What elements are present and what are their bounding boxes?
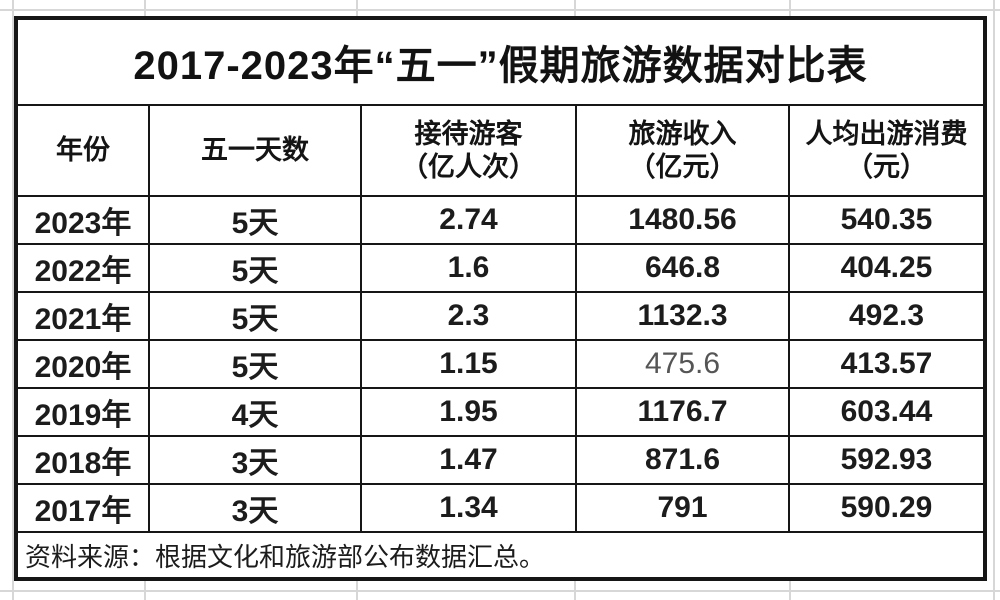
cell-visitors: 1.34 (362, 485, 577, 531)
table-row-2021: 2021年 5天 2.3 1132.3 492.3 (18, 293, 983, 341)
cell-revenue: 871.6 (577, 437, 790, 483)
cell-year: 2018年 (18, 437, 150, 483)
cell-per-capita: 404.25 (840, 251, 933, 284)
sheet-gridline (0, 590, 1000, 592)
table-title-row: 2017-2023年“五一”假期旅游数据对比表 (18, 20, 983, 106)
cell-revenue: 791 (577, 485, 790, 531)
column-header-visitors: 接待游客 （亿人次） (362, 106, 577, 195)
cell-days: 3天 (150, 437, 362, 483)
cell-year: 2021年 (18, 293, 150, 339)
cell-visitors: 1.47 (362, 437, 577, 483)
tourism-data-table: 2017-2023年“五一”假期旅游数据对比表 年份 五一天数 接待游客 （亿人… (14, 16, 987, 581)
column-header-per-capita: 人均出游消费 （元） (790, 106, 983, 195)
cell-per-capita: 413.57 (840, 347, 933, 380)
table-title: 2017-2023年“五一”假期旅游数据对比表 (133, 44, 868, 88)
cell-year: 2022年 (18, 245, 150, 291)
sheet-gridline (993, 0, 995, 600)
cell-revenue: 475.6 (577, 341, 790, 387)
cell-revenue: 646.8 (577, 245, 790, 291)
cell-per-capita: 540.35 (840, 203, 933, 236)
column-header-label: 五一天数 (201, 135, 309, 166)
cell-visitors: 1.15 (362, 341, 577, 387)
column-header-label: 接待游客 (414, 118, 523, 149)
table-row-2022: 2022年 5天 1.6 646.8 404.25 (18, 245, 983, 293)
column-header-revenue: 旅游收入 （亿元） (577, 106, 790, 195)
sheet-gridline (0, 9, 1000, 11)
cell-visitors: 2.3 (362, 293, 577, 339)
table-row-2020: 2020年 5天 1.15 475.6 413.57 (18, 341, 983, 389)
table-row-2017: 2017年 3天 1.34 791 590.29 (18, 485, 983, 533)
column-header-year: 年份 (18, 106, 150, 195)
cell-days: 5天 (150, 341, 362, 387)
cell-per-capita: 592.93 (840, 443, 933, 476)
column-header-unit: （亿元） (628, 151, 737, 182)
column-header-unit: （元） (846, 151, 927, 182)
cell-days: 5天 (150, 245, 362, 291)
column-header-label: 旅游收入 (628, 118, 737, 149)
table-row-2019: 2019年 4天 1.95 1176.7 603.44 (18, 389, 983, 437)
table-row-2023: 2023年 5天 2.74 1480.56 540.35 (18, 197, 983, 245)
cell-visitors: 2.74 (362, 197, 577, 243)
cell-days: 5天 (150, 293, 362, 339)
sheet-gridline (12, 0, 14, 600)
cell-year: 2019年 (18, 389, 150, 435)
cell-revenue: 1176.7 (577, 389, 790, 435)
table-row-2018: 2018年 3天 1.47 871.6 592.93 (18, 437, 983, 485)
cell-per-capita: 603.44 (840, 395, 933, 428)
cell-visitors: 1.95 (362, 389, 577, 435)
column-header-days: 五一天数 (150, 106, 362, 195)
cell-visitors: 1.6 (362, 245, 577, 291)
cell-per-capita: 590.29 (840, 491, 933, 524)
column-header-label: 年份 (56, 135, 110, 166)
source-note: 资料来源：根据文化和旅游部公布数据汇总。 (25, 541, 546, 572)
cell-year: 2020年 (18, 341, 150, 387)
cell-revenue: 1132.3 (577, 293, 790, 339)
cell-per-capita: 492.3 (848, 299, 925, 332)
cell-year: 2023年 (18, 197, 150, 243)
column-header-label: 人均出游消费 (805, 118, 968, 149)
table-header-row: 年份 五一天数 接待游客 （亿人次） 旅游收入 （亿元） 人均出游消费 （元） (18, 106, 983, 197)
cell-days: 5天 (150, 197, 362, 243)
cell-days: 3天 (150, 485, 362, 531)
source-note-row: 资料来源：根据文化和旅游部公布数据汇总。 (18, 533, 983, 577)
cell-year: 2017年 (18, 485, 150, 531)
cell-revenue: 1480.56 (577, 197, 790, 243)
column-header-unit: （亿人次） (401, 151, 536, 182)
cell-days: 4天 (150, 389, 362, 435)
